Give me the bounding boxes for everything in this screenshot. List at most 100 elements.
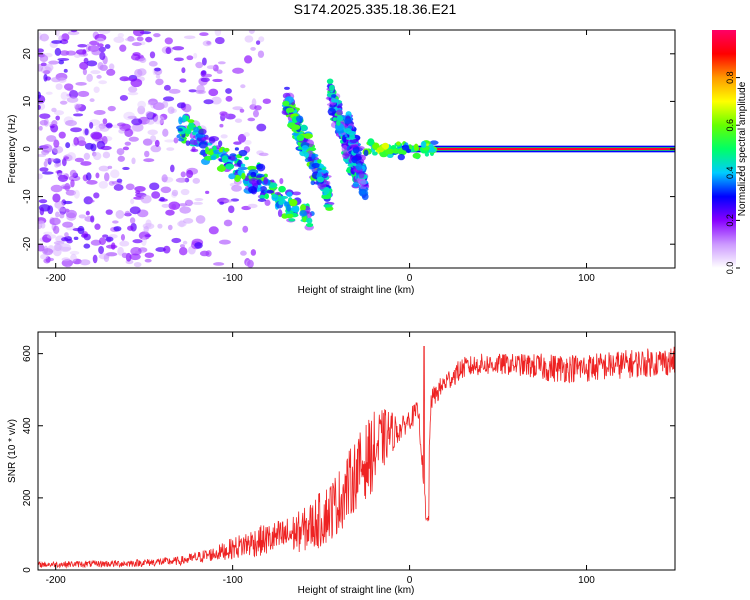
spectral-blob <box>105 122 113 129</box>
spectral-blob <box>70 253 77 262</box>
spectral-blob <box>301 145 309 151</box>
spectral-blob <box>121 252 128 259</box>
spectral-blob <box>39 113 51 119</box>
spectral-blob <box>355 163 363 171</box>
spectrogram-ytick-label: 20 <box>22 48 33 60</box>
spectral-blob <box>175 177 188 183</box>
spectrogram-ytick-label: 10 <box>22 95 33 107</box>
spectral-blob <box>244 55 253 64</box>
spectral-blob <box>201 57 207 66</box>
spectral-blob <box>74 157 85 163</box>
spectral-blob <box>401 144 410 151</box>
spectral-blob <box>65 142 71 149</box>
spectral-blob <box>242 225 249 233</box>
spectral-blob <box>98 80 108 85</box>
spectral-blob <box>54 244 63 249</box>
spectral-blob <box>332 117 337 122</box>
spectral-blob <box>284 86 290 90</box>
spectral-blob <box>250 171 257 178</box>
spectral-blob <box>161 100 169 109</box>
spectral-blob <box>161 203 170 208</box>
spectral-blob <box>344 153 351 157</box>
spectral-blob <box>196 84 205 94</box>
spectral-blob <box>84 128 89 136</box>
spectral-blob <box>193 126 200 133</box>
spectral-blob <box>186 55 194 61</box>
spectral-blob <box>413 143 419 151</box>
spectral-blob <box>41 171 54 175</box>
spectral-blob <box>110 169 120 179</box>
spectral-blob <box>256 163 266 172</box>
spectral-blob <box>48 60 59 65</box>
spectral-blob <box>247 259 254 268</box>
spectral-blob <box>39 54 49 62</box>
spectral-blob <box>327 107 337 116</box>
spectral-blob <box>168 201 181 210</box>
spectral-blob <box>311 162 321 169</box>
spectral-blob <box>216 69 223 74</box>
spectrogram-ylabel: Frequency (Hz) <box>7 115 18 184</box>
spectral-blob <box>396 141 401 146</box>
spectral-blob <box>185 140 191 146</box>
spectral-blob <box>116 122 126 127</box>
spectral-blob <box>120 234 126 241</box>
snr-panel: -200 -100 0 100 0 200 400 600 Height of straigh… <box>7 331 676 596</box>
spectral-blob <box>211 96 222 105</box>
snr-series-line <box>38 346 675 569</box>
snr-xtick-label: 100 <box>578 575 595 586</box>
spectral-blob <box>77 44 88 48</box>
spectral-blob <box>244 139 252 146</box>
spectral-blob <box>172 46 185 51</box>
spectral-blob <box>184 199 194 207</box>
spectral-blob <box>210 155 217 161</box>
spectral-blob <box>153 33 161 38</box>
spectral-blob <box>255 40 261 45</box>
spectral-blob <box>45 91 53 95</box>
snr-xtick-label: -100 <box>223 575 243 586</box>
spectral-blob <box>255 175 262 179</box>
spectral-blob <box>300 124 308 131</box>
spectral-blob <box>228 173 236 180</box>
spectral-blob <box>144 150 150 158</box>
spectral-blob <box>151 191 161 199</box>
spectral-blob <box>278 185 286 193</box>
spectral-blob <box>331 94 337 98</box>
spectral-blob <box>217 61 226 65</box>
spectral-blob <box>38 104 41 110</box>
spectral-blob <box>243 132 250 137</box>
spectral-blob <box>328 84 335 91</box>
spectral-blob <box>69 250 80 255</box>
spectral-blob <box>264 193 270 200</box>
spectral-blob <box>129 253 141 261</box>
spectral-blob <box>85 172 92 181</box>
spectral-blob <box>176 102 186 109</box>
snr-ytick-label: 600 <box>22 345 33 362</box>
snr-xtick-label: -200 <box>46 575 66 586</box>
spectral-blob <box>214 30 222 37</box>
colorbar-ticks: 0.0 0.2 0.4 0.6 0.8 <box>725 71 740 274</box>
spectral-blob <box>105 236 114 242</box>
spectral-blob <box>177 128 183 132</box>
spectral-blob <box>199 32 209 36</box>
spectral-blob <box>115 210 125 219</box>
snr-ytick-label: 200 <box>22 489 33 506</box>
spectral-blob <box>50 184 63 193</box>
spectral-blob <box>137 100 147 109</box>
spectral-blob <box>286 191 293 198</box>
spectral-blob <box>127 225 134 231</box>
spectrogram-image <box>38 30 675 268</box>
spectral-blob <box>136 36 144 42</box>
spectral-blob <box>165 209 175 216</box>
spectral-blob <box>53 241 65 245</box>
spectral-blob <box>55 83 63 90</box>
spectral-blob <box>171 189 179 197</box>
spectral-blob <box>90 70 101 75</box>
spectral-blob <box>143 158 155 163</box>
spectral-blob <box>286 204 292 212</box>
spectral-blob <box>59 39 69 45</box>
spectral-blob <box>64 232 69 238</box>
spectral-blob <box>271 193 278 198</box>
spectral-blob <box>63 200 73 205</box>
spectral-blob <box>190 148 199 153</box>
